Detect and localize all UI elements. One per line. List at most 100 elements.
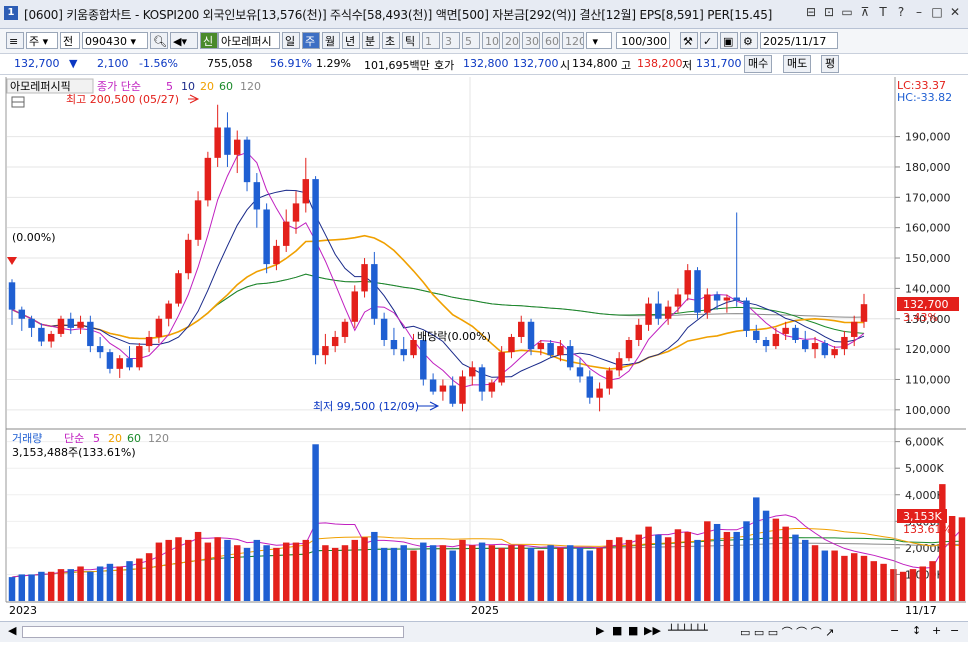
tile-icon[interactable]: ⊡ — [823, 5, 835, 19]
toolbar-icons[interactable]: ▭ ▭ ▭ ⌒ ⌒ ⌒ ↗ — [740, 626, 835, 639]
minus-icon[interactable]: − — [890, 624, 900, 637]
price-tick-label: 100,000 — [905, 404, 951, 417]
plus-icon[interactable]: + — [932, 624, 942, 637]
pause-icon[interactable]: ■ — [628, 624, 639, 637]
current-price-tag — [897, 297, 959, 311]
zoom-out-icon[interactable]: − — [950, 624, 960, 637]
period-second[interactable]: 초 — [382, 32, 400, 49]
close-icon[interactable]: ✕ — [949, 5, 961, 19]
interval-10[interactable]: 10 — [482, 32, 500, 49]
volume-tag — [897, 509, 947, 523]
mode-select[interactable]: 전 — [60, 32, 80, 49]
volume-bar — [527, 547, 535, 601]
volume-bar — [341, 545, 349, 601]
volume-bar — [537, 550, 545, 601]
sound-icon[interactable]: ◀▾ — [170, 32, 198, 49]
interval-1[interactable]: 1 — [422, 32, 440, 49]
search-icon[interactable]: 🔍︎ — [150, 32, 168, 49]
period-month[interactable]: 월 — [322, 32, 340, 49]
help-icon[interactable]: ? — [897, 5, 905, 19]
play-back-icon[interactable]: ▶ — [596, 624, 605, 637]
current-price: 132,700 — [14, 57, 60, 70]
volume-bar — [459, 539, 466, 601]
candle-body — [615, 358, 623, 371]
pin-icon[interactable]: ⊼ — [860, 5, 870, 19]
period-tick[interactable]: 틱 — [402, 32, 420, 49]
candle-body — [596, 388, 603, 398]
volume-bar — [929, 561, 936, 601]
reset-icon[interactable]: ↕ — [912, 624, 922, 637]
fast-forward-icon[interactable]: ▶▶ — [644, 624, 661, 637]
candle-body — [439, 385, 447, 392]
volume-bar — [743, 521, 750, 601]
volume-bar — [87, 571, 94, 601]
stop-icon[interactable]: ■ — [612, 624, 623, 637]
interval-120[interactable]: 120 — [562, 32, 584, 49]
scrollbar-track[interactable] — [22, 626, 404, 638]
volume-bar — [234, 545, 241, 601]
candle-body — [674, 294, 682, 307]
volume-bar — [704, 521, 711, 601]
candles — [8, 104, 868, 412]
candle-body — [537, 343, 545, 350]
candle-body — [312, 179, 319, 356]
volume-bar — [606, 539, 613, 601]
zoom-slider-icon[interactable]: ┴┴┴┴┴┴ — [668, 624, 708, 637]
candle-body — [811, 343, 819, 350]
layout-icon[interactable]: ⊟ — [805, 5, 817, 19]
x-label-current: 11/17 — [905, 604, 937, 617]
volume-bar — [292, 542, 300, 601]
count-input[interactable]: 100/300 — [616, 32, 670, 49]
volume-bar — [175, 537, 182, 601]
tools-icon[interactable]: ⚒ — [680, 32, 698, 49]
high-label: 고 — [621, 59, 632, 72]
volume-bar — [566, 545, 574, 601]
interval-dropdown[interactable]: ▾ — [586, 32, 612, 49]
volume-bar — [106, 563, 114, 601]
flat-button[interactable]: 평 — [821, 55, 840, 73]
save-icon[interactable]: ▣ — [720, 32, 738, 49]
interval-20[interactable]: 20 — [502, 32, 520, 49]
interval-60[interactable]: 60 — [542, 32, 560, 49]
menu-icon[interactable]: ≡ — [6, 32, 24, 49]
candle-body — [243, 139, 251, 183]
interval-5[interactable]: 5 — [462, 32, 480, 49]
period-day[interactable]: 일 — [282, 32, 300, 49]
candle-body — [322, 346, 329, 356]
bid-price: 132,800 — [463, 57, 509, 70]
volume-bar — [694, 539, 701, 601]
volume-bar — [478, 542, 486, 601]
minimize-icon[interactable]: – — [916, 5, 922, 19]
date-input[interactable]: 2025/11/17 — [760, 32, 838, 49]
crosshair-icon[interactable]: ✓ — [700, 32, 718, 49]
low-label: 저 — [682, 59, 693, 72]
volume-bar — [410, 550, 417, 601]
bottom-scrollbar[interactable]: ◀ ▶ ■ ■ ▶▶ ┴┴┴┴┴┴ ▭ ▭ ▭ ⌒ ⌒ ⌒ ↗ − ↕ + − — [0, 621, 968, 642]
credit-badge[interactable]: 신 — [200, 32, 218, 49]
interval-30[interactable]: 30 — [522, 32, 540, 49]
frame-icon[interactable]: ▭ — [841, 5, 853, 19]
chart-area[interactable]: 100,000 110,000 120,000 130,000 140,000 150,0… — [0, 75, 968, 621]
volume-tick-label: 6,000K — [905, 436, 944, 449]
volume-bar — [488, 545, 496, 601]
maximize-icon[interactable]: □ — [931, 5, 943, 19]
candle-body — [684, 270, 691, 295]
date-value: 2025/11/17 — [763, 35, 827, 48]
buy-button[interactable]: 매수 — [744, 55, 773, 73]
stock-name-tab[interactable] — [6, 78, 94, 94]
code-input[interactable]: 090430 ▾ — [82, 32, 148, 49]
gear-icon[interactable]: ⚙ — [740, 32, 758, 49]
sell-button[interactable]: 매도 — [783, 55, 812, 73]
period-minute[interactable]: 분 — [362, 32, 380, 49]
volume-bar — [802, 539, 809, 601]
candle-body — [341, 321, 349, 337]
interval-3[interactable]: 3 — [442, 32, 460, 49]
period-week[interactable]: 주 — [302, 32, 320, 49]
market-select[interactable]: 주 ▾ — [26, 32, 58, 49]
scroll-left-icon[interactable]: ◀ — [8, 624, 17, 637]
dividend-marker-label: 배당락(0.00%) — [417, 330, 491, 343]
text-icon[interactable]: T — [879, 5, 887, 19]
period-year[interactable]: 년 — [342, 32, 360, 49]
candle-body — [292, 203, 300, 222]
candle-body — [625, 340, 633, 359]
